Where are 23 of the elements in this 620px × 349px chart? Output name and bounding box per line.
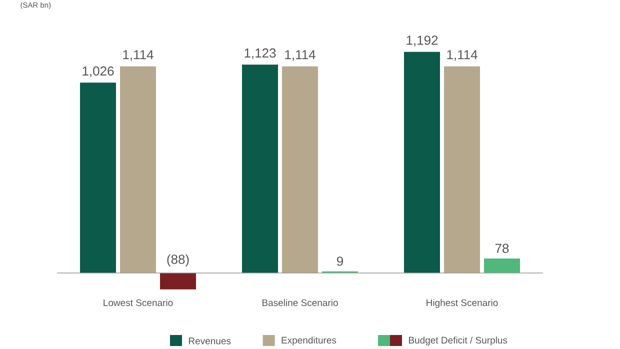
bar [444, 66, 480, 273]
data-label: 78 [495, 244, 509, 253]
data-label: 1,114 [123, 50, 154, 61]
legend-label: Revenues [188, 338, 231, 344]
data-label: 1,192 [406, 36, 438, 46]
data-label: 9 [337, 256, 344, 266]
x-tick-label: Lowest Scenario [104, 299, 173, 306]
data-label: 1,114 [285, 50, 316, 61]
bar [404, 52, 440, 273]
data-label: (88) [167, 254, 189, 266]
data-label: 1,026 [82, 66, 114, 78]
bar [120, 66, 156, 273]
bar [484, 258, 520, 273]
data-label: 1,114 [447, 50, 478, 61]
bar [80, 82, 116, 273]
bar [242, 64, 278, 273]
x-tick-label: Baseline Scenario [262, 299, 338, 306]
bar [160, 273, 196, 290]
legend-label: Expenditures [282, 336, 336, 346]
bar [282, 66, 318, 273]
x-tick-label: Highest Scenario [426, 299, 498, 308]
legend-label: Budget Deficit / Surplus [408, 336, 508, 346]
data-label: 1,123 [244, 48, 276, 60]
